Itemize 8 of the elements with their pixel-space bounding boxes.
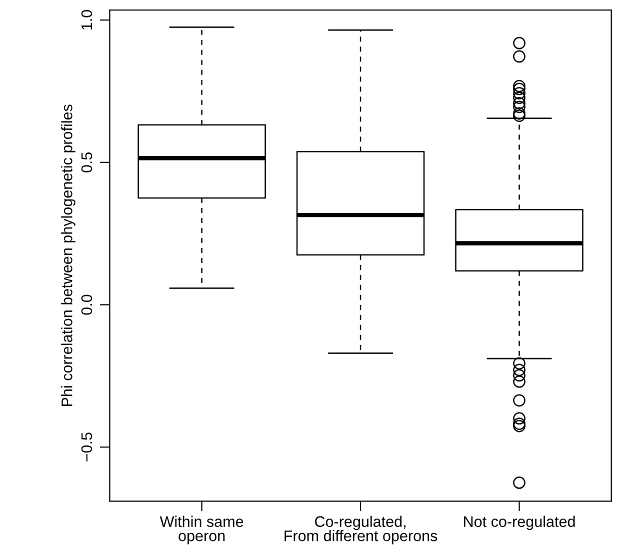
y-tick-label: 0.5	[81, 152, 92, 172]
x-tick-label: Co-regulated, From different operons	[284, 516, 438, 544]
y-tick-label: −0.5	[81, 432, 92, 462]
y-axis-title: Phi correlation between phylogenetic profiles	[61, 104, 76, 406]
x-tick-label: Within same operon	[160, 516, 244, 544]
y-tick-label: 0.0	[81, 294, 92, 315]
y-tick-label: 1.0	[81, 10, 92, 30]
x-tick-label: Not co-regulated	[464, 516, 575, 530]
